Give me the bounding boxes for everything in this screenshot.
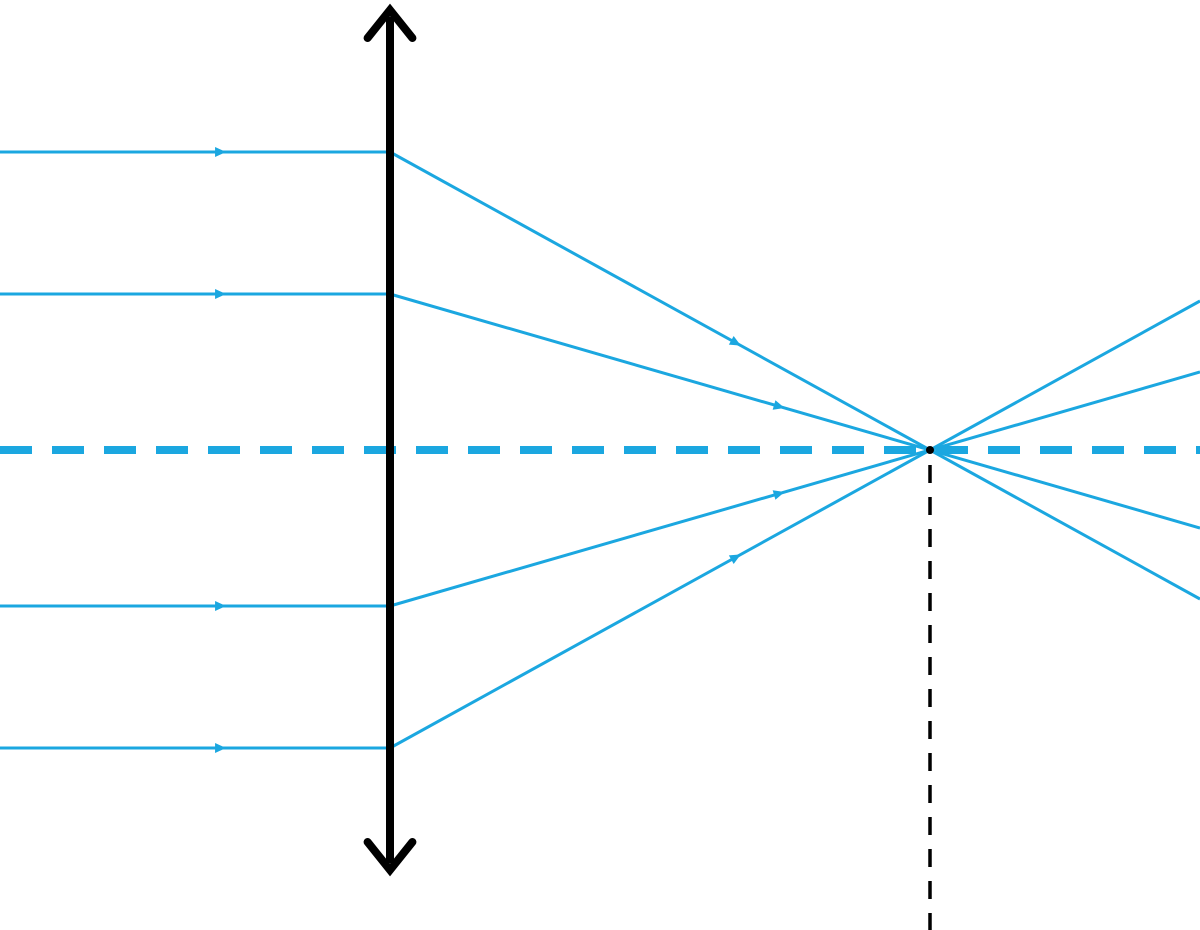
- focal-point: [926, 446, 934, 454]
- ray-refracted: [390, 152, 1200, 599]
- lens-ray-diagram: [0, 0, 1200, 930]
- arrowhead: [215, 147, 226, 157]
- arrowhead: [215, 601, 226, 611]
- ray-refracted: [390, 301, 1200, 748]
- arrowhead: [215, 743, 226, 753]
- ray-refracted: [390, 372, 1200, 606]
- ray-refracted: [390, 294, 1200, 528]
- arrowhead: [215, 289, 226, 299]
